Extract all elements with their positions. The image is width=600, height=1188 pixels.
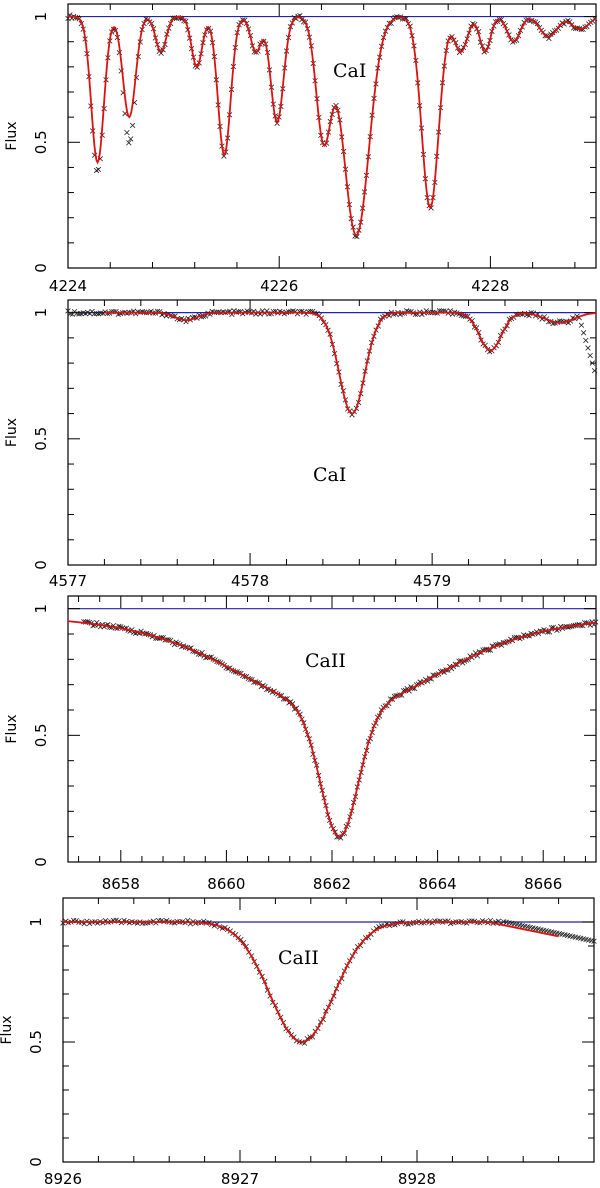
panel-1-ylabel: Flux bbox=[4, 121, 20, 150]
panel-2-ytick-label: 0 bbox=[32, 560, 50, 570]
panel-3-xtick-label: 8662 bbox=[313, 875, 351, 893]
panel-3-xtick-label: 8664 bbox=[419, 875, 457, 893]
panel-1-observed-point bbox=[124, 129, 130, 136]
panel-3-xtick-label: 8658 bbox=[102, 875, 140, 893]
panel-2-observed-point bbox=[583, 337, 589, 344]
panel-2-observed-point bbox=[580, 330, 587, 336]
panel-3-observed-point bbox=[289, 700, 296, 707]
panel-4-model-curve bbox=[63, 921, 559, 1043]
panel-1-model-curve bbox=[67, 15, 597, 237]
panel-2-observed-point bbox=[587, 352, 593, 359]
panel-1-observed-point bbox=[128, 136, 134, 142]
panel-4-observed-point bbox=[309, 1034, 316, 1040]
panel-2-ytick-label: 0.5 bbox=[32, 427, 50, 451]
panel-2-observed-point bbox=[589, 360, 596, 366]
panel-2-observed-point bbox=[91, 311, 97, 317]
panel-1-xtick-label: 4226 bbox=[260, 277, 298, 295]
panel-4-frame bbox=[62, 897, 595, 1163]
panel-2-xtick-label: 4578 bbox=[231, 572, 269, 590]
panel-3-ytick-label: 1 bbox=[32, 604, 50, 614]
panel-4-ytick-label: 0.5 bbox=[27, 1030, 45, 1054]
panel-2-ylabel: Flux bbox=[4, 418, 20, 447]
panel-1-frame bbox=[67, 3, 597, 269]
panel-2-xtick-label: 4577 bbox=[49, 572, 87, 590]
panel-2-ytick-label: 1 bbox=[32, 308, 50, 318]
panel-2-annotation: CaI bbox=[313, 464, 346, 486]
panel-1-ytick-label: 0 bbox=[32, 263, 50, 273]
panel-4-xtick-label: 8927 bbox=[221, 1170, 259, 1188]
panel-2-observed-point bbox=[65, 308, 71, 314]
panel-1-observed-point bbox=[126, 140, 132, 146]
panel-4-ylabel: Flux bbox=[0, 1015, 15, 1044]
panel-3-ylabel: Flux bbox=[4, 714, 20, 743]
panel-1-xtick-label: 4224 bbox=[49, 277, 87, 295]
panel-4-xtick-label: 8928 bbox=[398, 1170, 436, 1188]
panel-3-annotation: CaII bbox=[305, 650, 346, 672]
panel-3-xtick-label: 8660 bbox=[207, 875, 245, 893]
panel-1-observed-point bbox=[403, 15, 410, 22]
panel-3-observed-point bbox=[334, 834, 340, 840]
panel-2-frame bbox=[67, 299, 597, 566]
panel-4-xtick-label: 8926 bbox=[44, 1170, 82, 1188]
panel-3-ytick-label: 0 bbox=[32, 857, 50, 867]
panel-3-ytick-label: 0.5 bbox=[32, 723, 50, 747]
panel-3-xtick-label: 8666 bbox=[524, 875, 562, 893]
panel-3-model-curve bbox=[67, 620, 597, 838]
panel-1-ytick-label: 1 bbox=[32, 12, 50, 22]
panel-1-observed-point bbox=[498, 16, 505, 23]
panel-2-observed-point bbox=[585, 345, 591, 351]
panel-1-ytick-label: 0.5 bbox=[32, 130, 50, 154]
panel-2-observed-point bbox=[93, 310, 100, 317]
panel-1-annotation: CaI bbox=[333, 60, 366, 82]
panel-4-ytick-label: 0 bbox=[27, 1157, 45, 1167]
panel-2-observed-point bbox=[98, 310, 104, 316]
panel-2-xtick-label: 4579 bbox=[413, 572, 451, 590]
panel-1-xtick-label: 4228 bbox=[471, 277, 509, 295]
panel-4-ytick-label: 1 bbox=[27, 917, 45, 927]
panel-2-observed-point bbox=[578, 322, 585, 328]
panel-2-observed-point bbox=[76, 311, 82, 317]
panel-4-annotation: CaII bbox=[278, 947, 319, 969]
panel-1-observed-point bbox=[95, 166, 102, 173]
panel-2-observed-point bbox=[591, 367, 598, 374]
panel-2-model-curve bbox=[104, 311, 597, 415]
panel-4-observed-point bbox=[591, 938, 597, 944]
panel-1-observed-point bbox=[129, 122, 136, 129]
